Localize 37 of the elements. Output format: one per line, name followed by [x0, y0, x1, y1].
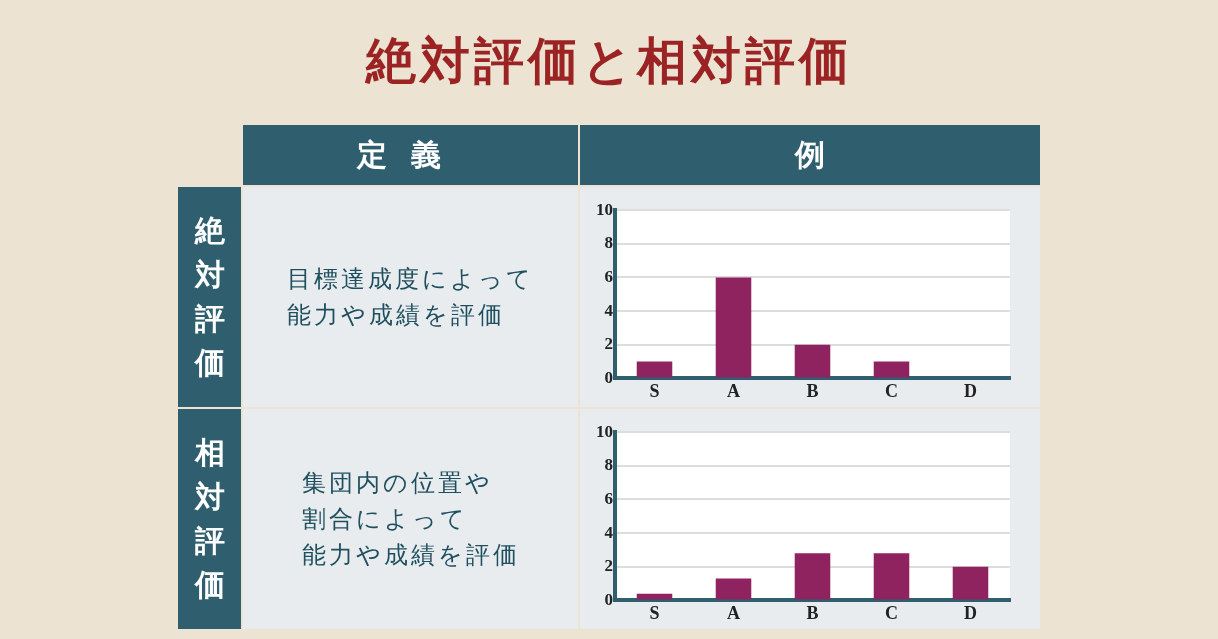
bar	[952, 566, 989, 600]
y-tick-label: 6	[604, 488, 613, 508]
y-tick-label: 6	[604, 266, 613, 286]
y-tick-label: 8	[604, 455, 613, 475]
y-tick-label: 4	[604, 300, 614, 320]
x-tick-label: S	[649, 602, 660, 623]
x-tick-label: B	[806, 602, 819, 623]
y-tick-label: 0	[604, 367, 613, 387]
bar	[636, 361, 673, 378]
x-tick-label: C	[885, 380, 898, 401]
bar	[794, 553, 831, 600]
bar	[715, 578, 752, 600]
x-tick-label: B	[806, 380, 819, 401]
y-tick-label: 2	[604, 334, 613, 354]
y-tick-label: 10	[596, 199, 613, 219]
bar	[873, 361, 910, 378]
x-tick-label: D	[964, 602, 977, 623]
x-tick-label: C	[885, 602, 898, 623]
table-row-header-cell: 絶対評価	[178, 187, 241, 407]
bar	[715, 277, 752, 378]
x-tick-label: A	[727, 380, 740, 401]
table-cell: 目標達成度によって 能力や成績を評価	[243, 187, 578, 407]
table-header-cell: 定義	[243, 125, 578, 185]
bar	[873, 553, 910, 600]
table-row-header-cell: 相対評価	[178, 409, 241, 629]
y-tick-label: 0	[604, 589, 613, 609]
y-tick-label: 2	[604, 556, 613, 576]
x-tick-label: D	[964, 380, 977, 401]
bar	[794, 344, 831, 378]
x-tick-label: S	[649, 380, 660, 401]
y-tick-label: 10	[596, 421, 613, 441]
x-tick-label: A	[727, 602, 740, 623]
table-cell: 集団内の位置や 割合によって 能力や成績を評価	[243, 409, 578, 629]
text: 絶対評価と相対評価	[364, 30, 854, 92]
table-header-cell: 例	[580, 125, 1040, 185]
y-tick-label: 4	[604, 522, 614, 542]
y-tick-label: 8	[604, 233, 613, 253]
